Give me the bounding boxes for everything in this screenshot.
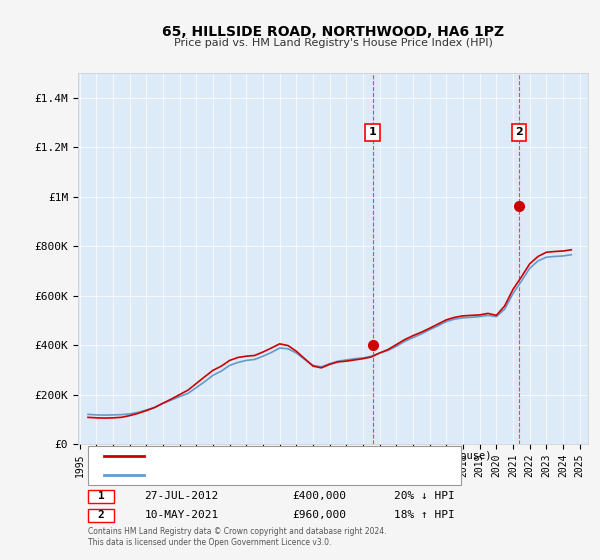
Text: Price paid vs. HM Land Registry's House Price Index (HPI): Price paid vs. HM Land Registry's House …: [173, 38, 493, 48]
Text: 10-MAY-2021: 10-MAY-2021: [145, 511, 218, 520]
Text: £400,000: £400,000: [292, 492, 346, 501]
FancyBboxPatch shape: [88, 446, 461, 485]
Text: 1: 1: [98, 492, 104, 501]
Text: £960,000: £960,000: [292, 511, 346, 520]
Text: 2: 2: [98, 511, 104, 520]
Text: 65, HILLSIDE ROAD, NORTHWOOD, HA6 1PZ (detached house): 65, HILLSIDE ROAD, NORTHWOOD, HA6 1PZ (d…: [155, 451, 492, 461]
Text: 1: 1: [368, 127, 376, 137]
Text: 65, HILLSIDE ROAD, NORTHWOOD, HA6 1PZ: 65, HILLSIDE ROAD, NORTHWOOD, HA6 1PZ: [162, 25, 504, 39]
FancyBboxPatch shape: [88, 489, 114, 503]
FancyBboxPatch shape: [88, 508, 114, 522]
Text: 2: 2: [515, 127, 523, 137]
Text: 20% ↓ HPI: 20% ↓ HPI: [394, 492, 455, 501]
Text: Contains HM Land Registry data © Crown copyright and database right 2024.
This d: Contains HM Land Registry data © Crown c…: [88, 528, 387, 547]
Text: 27-JUL-2012: 27-JUL-2012: [145, 492, 218, 501]
Text: HPI: Average price, detached house, Hillingdon: HPI: Average price, detached house, Hill…: [155, 470, 442, 480]
Text: 18% ↑ HPI: 18% ↑ HPI: [394, 511, 455, 520]
